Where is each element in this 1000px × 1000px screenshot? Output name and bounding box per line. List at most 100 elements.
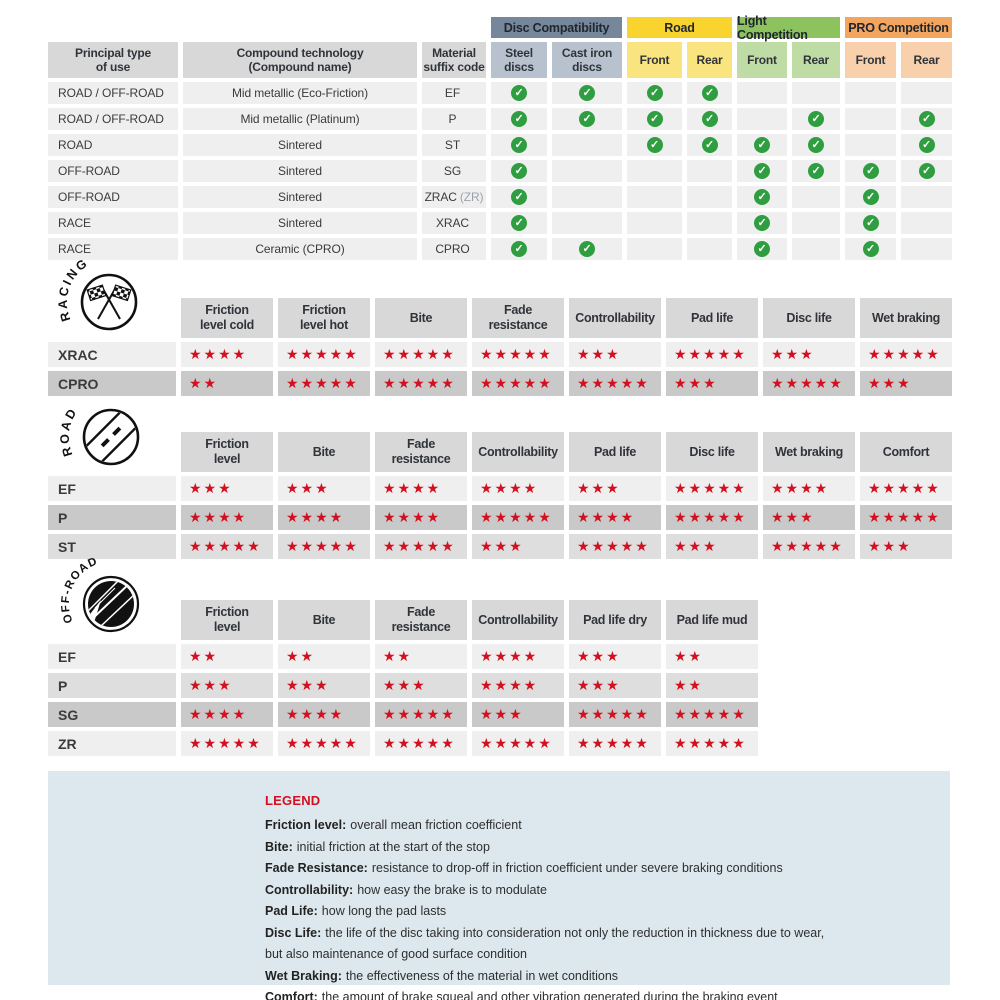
legend-term: Controllability: [265,882,354,897]
stars-cell: ★★★ [569,476,661,501]
compat-column-header-row: Principal type of use Compound technolog… [48,42,952,78]
technology-cell: Ceramic (CPRO) [183,238,417,260]
legend-desc: how easy the brake is to modulate [357,882,547,897]
use-cell: ROAD / OFF-ROAD [48,82,178,104]
check-cell-cast-iron: ✓ [552,238,622,260]
technology-cell: Sintered [183,160,417,182]
check-cell-light-rear: ✓ [792,82,840,104]
stars-cell: ★★★★★ [278,731,370,756]
legend-term: Disc Life: [265,925,322,940]
rating-row-sg: SG ★★★★ ★★★★ ★★★★★ ★★★ ★★★★★ ★★★★★ [48,702,758,727]
check-cell-pro-rear: ✓ [901,186,952,208]
stars-cell: ★★★ [181,476,273,501]
stars-cell: ★★★ [860,534,952,559]
column-header-principal-use: Principal type of use [48,42,178,78]
check-icon: ✓ [808,111,824,127]
compatibility-table: Disc Compatibility Road Light Competitio… [48,14,952,264]
sub-header-steel-discs: Steel discs [491,42,547,78]
rating-header-cell: Bite [375,298,467,338]
stars-cell: ★★★ [763,342,855,367]
rating-header-cell: Friction level cold [181,298,273,338]
check-cell-pro-front: ✓ [845,186,896,208]
legend-term: Bite: [265,839,293,854]
row-label: CPRO [48,371,176,396]
stars-cell: ★★★★★ [666,731,758,756]
stars-cell: ★★ [666,673,758,698]
rating-header-cell: Bite [278,432,370,472]
check-icon: ✓ [754,189,770,205]
legend-line: Comfort: the amount of brake squeal and o… [265,987,930,1000]
legend-desc: the amount of brake squeal and other vib… [321,990,778,1000]
stars-cell: ★★★★★ [375,702,467,727]
rating-row-ef: EF ★★★ ★★★ ★★★★ ★★★★ ★★★ ★★★★★ ★★★★ ★★★★… [48,476,952,501]
stars-cell: ★★★ [181,673,273,698]
stars-cell: ★★★ [763,505,855,530]
check-icon: ✓ [511,111,527,127]
rating-row-st: ST ★★★★★ ★★★★★ ★★★★★ ★★★ ★★★★★ ★★★ ★★★★★… [48,534,952,559]
check-cell-pro-rear: ✓ [901,108,952,130]
check-cell-road-front: ✓ [627,82,682,104]
check-icon: ✓ [511,85,527,101]
row-label: P [48,505,176,530]
stars-cell: ★★★★ [278,702,370,727]
check-cell-road-rear: ✓ [687,134,732,156]
check-icon: ✓ [862,163,879,179]
check-cell-road-front: ✓ [627,108,682,130]
check-cell-cast-iron: ✓ [552,134,622,156]
group-header-road: Road [627,17,732,38]
stars-cell: ★★★★★ [569,731,661,756]
stars-cell: ★★★★ [181,505,273,530]
stars-cell: ★★★★★ [375,534,467,559]
legend-panel: LEGEND Friction level: overall mean frict… [48,771,950,1000]
code-text: ZRAC [424,190,457,204]
stars-cell: ★★★ [472,534,564,559]
stars-cell: ★★★★★ [860,505,952,530]
stars-cell: ★★★★★ [860,342,952,367]
code-text: EF [444,86,461,100]
code-note: (ZR) [459,190,484,204]
legend-term: Wet Braking: [265,968,342,983]
check-cell-road-rear: ✓ [687,238,732,260]
check-cell-light-front: ✓ [737,160,787,182]
check-cell-light-front: ✓ [737,108,787,130]
legend-title: LEGEND [265,793,321,808]
check-icon: ✓ [862,241,879,257]
stars-cell: ★★★★★ [278,534,370,559]
stars-cell: ★★★★★ [181,534,273,559]
check-cell-cast-iron: ✓ [552,212,622,234]
check-cell-road-rear: ✓ [687,186,732,208]
stars-cell: ★★★★ [375,505,467,530]
rating-header-cell: Friction level [181,432,273,472]
stars-cell: ★★★★★ [472,731,564,756]
check-icon: ✓ [511,241,527,257]
stars-cell: ★★★ [666,534,758,559]
check-cell-pro-rear: ✓ [901,160,952,182]
technology-cell: Mid metallic (Eco-Friction) [183,82,417,104]
check-cell-light-front: ✓ [737,186,787,208]
check-icon: ✓ [511,189,527,205]
stars-cell: ★★ [181,644,273,669]
rating-header-cell: Friction level [181,600,273,640]
rating-header-cell: Fade resistance [375,432,467,472]
rating-header-cell: Bite [278,600,370,640]
stars-cell: ★★★ [666,371,758,396]
stars-cell: ★★★★★ [278,342,370,367]
code-text: P [448,112,457,126]
stars-cell: ★★★ [375,673,467,698]
rating-header-cell: Friction level hot [278,298,370,338]
row-label: XRAC [48,342,176,367]
check-icon: ✓ [754,241,770,257]
rating-header-cell: Controllability [472,600,564,640]
compat-row-xrac: RACE Sintered XRAC ✓ ✓ ✓ ✓ ✓ ✓ ✓ ✓ [48,212,952,234]
technology-cell: Sintered [183,186,417,208]
column-header-material-suffix: Material suffix code [422,42,486,78]
row-label: ZR [48,731,176,756]
row-label: EF [48,476,176,501]
check-cell-steel: ✓ [491,186,547,208]
stars-cell: ★★★ [569,644,661,669]
legend-content: LEGEND Friction level: overall mean frict… [48,771,950,1000]
use-cell: RACE [48,238,178,260]
rating-header-cell: Wet braking [860,298,952,338]
row-label: ST [48,534,176,559]
